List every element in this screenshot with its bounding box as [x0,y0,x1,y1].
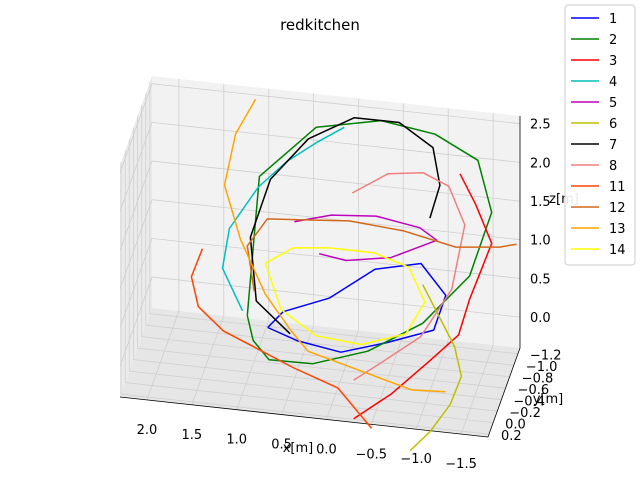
z-tick-label: 2.0 [530,156,551,171]
grid-line [132,127,502,401]
grid-line [128,139,498,412]
grid-line [124,150,494,423]
chart-title: redkitchen [280,16,360,34]
legend-label-11: 11 [609,180,626,195]
grid-line [119,199,521,289]
series-line-13 [223,98,446,393]
series-line-2 [246,119,493,365]
series-line-11 [190,248,373,429]
z-tick-label: 2.5 [530,118,551,133]
y-tick-label: 0.0 [505,418,526,433]
series-line-1 [267,262,447,353]
z-tick-label: 0.0 [530,311,551,326]
legend-label-6: 6 [609,117,617,132]
series-line-8 [351,171,466,381]
grid-line [120,162,490,435]
x-tick-label: 2.0 [137,423,158,438]
grid-line [119,160,521,251]
grid-line [141,104,510,378]
y-tick-label: −0.2 [509,406,541,421]
x-axis-line [119,396,489,438]
grid-line [119,121,521,212]
legend-label-14: 14 [609,243,626,258]
legend-label-3: 3 [609,54,617,69]
legend-box [564,4,636,266]
y-tick-label: −1.2 [530,349,562,364]
legend-label-12: 12 [609,201,626,216]
legend-label-13: 13 [609,222,626,237]
series-line-6 [409,284,463,452]
x-axis-label: x[m] [283,441,314,456]
x-tick-label: 1.5 [181,428,202,443]
grid-line [191,83,225,405]
z-tick-label: 1.0 [530,234,551,249]
grid-line [281,93,315,415]
series-line-5 [294,214,438,262]
y-tick-label: −0.6 [518,383,550,398]
legend-label-2: 2 [609,33,617,48]
x-tick-label: 1.0 [226,433,247,448]
legend-label-1: 1 [609,12,617,27]
y-tick-label: 0.2 [501,429,522,444]
x-tick-label: 0.0 [316,442,337,457]
series-lines [190,98,517,452]
grid-line [119,83,521,173]
grid-line [137,116,506,389]
grid-line [326,98,359,420]
series-line-12 [246,218,517,292]
grid-line [370,103,404,425]
series-line-14 [264,247,426,346]
legend-label-4: 4 [609,75,617,90]
x-tick-label: −1.5 [445,457,477,472]
z-tick-label: 0.5 [530,272,551,287]
y-axis-label: y[m] [533,392,564,407]
grid-line [460,113,494,435]
back-pane [152,76,520,348]
z-tick-label: 1.5 [530,195,551,210]
x-tick-label: −0.5 [356,447,388,462]
grid-line [119,276,521,367]
y-tick-label: −0.8 [522,372,554,387]
legend-label-8: 8 [609,159,617,174]
y-axis-line [487,347,521,438]
legend-label-5: 5 [609,96,617,111]
series-line-3 [353,173,493,420]
grid-lines [119,78,521,438]
grid-line [119,237,521,328]
y-tick-label: −0.4 [513,395,545,410]
series-line-4 [221,126,345,312]
y-tick-label: −1.0 [526,360,558,375]
x-tick-label: −1.0 [400,452,432,467]
legend-label-7: 7 [609,138,617,153]
side-pane [120,76,152,397]
tick-labels: 2.0 1.5 1.0 0.5 0.0 −0.5 −1.0 −1.5−1.2−1.0−0.8−… [137,118,562,472]
grid-line [145,93,514,366]
x-tick-label: 0.5 [271,438,292,453]
grid-line [146,78,180,401]
grid-line [236,88,270,410]
